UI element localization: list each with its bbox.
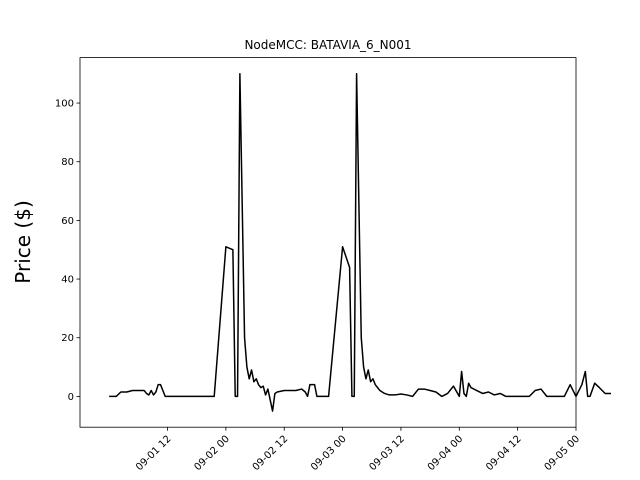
plot-area: 0 20 40 60 80 100 09-01 12 09-02 00 09-02 12 09-… — [55, 57, 612, 474]
y-tick-label: 60 — [61, 216, 74, 227]
y-tick-label: 20 — [61, 333, 74, 344]
x-tick-label: 09-03 00 — [309, 434, 349, 474]
y-tick-label: 80 — [61, 157, 74, 168]
y-tick-label: 100 — [55, 99, 74, 110]
x-tick-label: 09-01 12 — [134, 434, 174, 474]
x-tick-label: 09-02 00 — [192, 434, 232, 474]
series-line — [109, 72, 612, 412]
chart-title: NodeMCC: BATAVIA_6_N001 — [244, 38, 411, 52]
x-tick-label: 09-04 12 — [484, 434, 524, 474]
x-tick-label: 09-05 00 — [543, 434, 583, 474]
x-tick-label: 09-04 00 — [426, 434, 466, 474]
y-tick-label: 40 — [61, 275, 74, 286]
x-tick-label: 09-03 12 — [367, 434, 407, 474]
y-tick-label: 0 — [68, 392, 74, 403]
plot-frame — [79, 57, 577, 428]
y-axis-label: Price ($) — [11, 200, 35, 283]
x-tick-label: 09-02 12 — [251, 434, 291, 474]
